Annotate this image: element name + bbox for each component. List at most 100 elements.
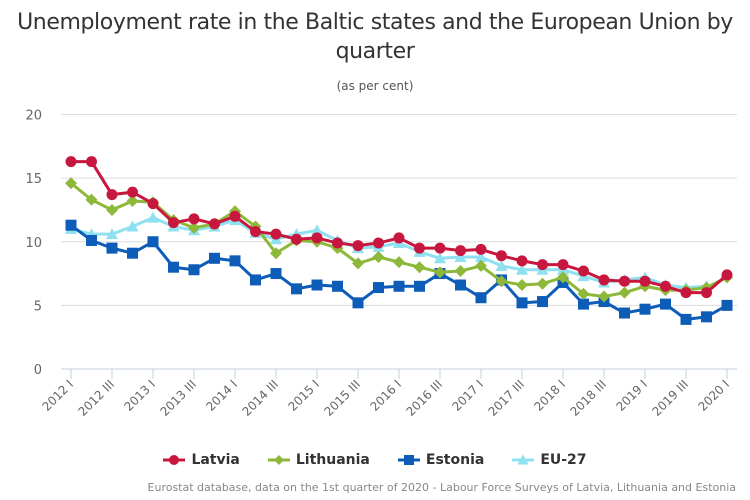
data-point[interactable] [639,275,651,287]
data-point[interactable] [701,311,712,323]
data-point[interactable] [495,259,508,271]
legend-item-estonia[interactable]: Estonia [397,452,484,468]
data-point[interactable] [209,252,220,264]
data-point[interactable] [127,247,138,259]
legend-item-eu27[interactable]: EU-27 [512,452,587,468]
data-point[interactable] [126,195,139,208]
data-point[interactable] [393,280,405,292]
data-point[interactable] [270,228,282,240]
data-point[interactable] [311,232,323,244]
data-point[interactable] [680,287,692,299]
data-point[interactable] [516,263,528,275]
data-point[interactable] [85,193,98,206]
data-point[interactable] [291,283,302,295]
data-point[interactable] [209,218,220,230]
data-point[interactable] [86,156,97,168]
data-point[interactable] [86,234,97,246]
data-point[interactable] [106,189,118,201]
data-point[interactable] [250,226,261,238]
data-point[interactable] [721,299,733,311]
data-point[interactable] [291,233,302,245]
data-point[interactable] [413,261,426,274]
data-point[interactable] [168,261,179,273]
data-point[interactable] [475,243,487,255]
data-point[interactable] [65,219,77,231]
data-point[interactable] [127,186,138,198]
data-point[interactable] [639,303,651,315]
data-point[interactable] [495,275,508,288]
y-tick-label: 15 [25,172,42,187]
data-point[interactable] [352,297,364,309]
data-point[interactable] [311,279,323,291]
x-tick-label: 2018 I [531,377,568,414]
data-point[interactable] [229,255,241,267]
data-point[interactable] [557,259,569,271]
data-point[interactable] [516,279,528,292]
legend-item-lithuania[interactable]: Lithuania [267,452,370,468]
data-point[interactable] [188,213,200,225]
data-point[interactable] [516,255,528,267]
data-point[interactable] [188,264,200,276]
data-point[interactable] [455,279,466,291]
data-point[interactable] [434,252,446,264]
data-point[interactable] [455,245,466,257]
data-point[interactable] [126,220,139,232]
data-point[interactable] [475,251,487,263]
data-point[interactable] [496,250,507,262]
data-point[interactable] [372,251,385,264]
data-point[interactable] [393,232,405,244]
data-point[interactable] [454,265,467,278]
data-point[interactable] [65,177,77,190]
data-point[interactable] [454,251,467,263]
data-point[interactable] [577,287,590,300]
data-point[interactable] [373,282,384,294]
data-point[interactable] [352,240,364,252]
x-tick-label: 2016 I [367,377,404,414]
data-point[interactable] [660,280,671,292]
data-point[interactable] [270,268,282,280]
data-point[interactable] [147,198,159,210]
data-point[interactable] [106,228,118,240]
data-point[interactable] [475,292,487,304]
data-point[interactable] [168,217,179,229]
data-point[interactable] [557,271,569,284]
data-point[interactable] [537,296,548,308]
data-point[interactable] [250,274,261,286]
data-point[interactable] [598,274,610,286]
x-tick-label: 2013 I [121,377,158,414]
data-point[interactable] [332,237,343,249]
data-point[interactable] [578,298,589,310]
data-point[interactable] [721,269,733,281]
data-point[interactable] [598,290,610,303]
data-point[interactable] [147,211,159,223]
data-point[interactable] [516,297,528,309]
data-point[interactable] [393,256,405,269]
data-point[interactable] [106,203,118,216]
data-point[interactable] [536,277,549,290]
data-point[interactable] [414,242,425,254]
legend-item-latvia[interactable]: Latvia [163,452,240,468]
data-point[interactable] [106,242,118,254]
data-point[interactable] [618,286,631,299]
data-point[interactable] [680,313,692,325]
data-point[interactable] [537,259,548,271]
data-point[interactable] [660,298,671,310]
data-point[interactable] [373,237,384,249]
x-tick-label: 2017 I [449,377,486,414]
data-point[interactable] [65,156,77,168]
data-point[interactable] [147,236,159,248]
data-point[interactable] [229,210,241,222]
data-point[interactable] [352,257,364,270]
data-point[interactable] [270,247,282,260]
data-point[interactable] [332,280,343,292]
data-point[interactable] [619,307,630,319]
data-point[interactable] [414,280,425,292]
data-point[interactable] [619,275,630,287]
data-point[interactable] [434,266,446,279]
data-point[interactable] [188,221,200,234]
data-point[interactable] [475,259,487,272]
data-point[interactable] [578,265,589,277]
data-point[interactable] [701,287,712,299]
data-point[interactable] [311,224,323,236]
data-point[interactable] [434,242,446,254]
